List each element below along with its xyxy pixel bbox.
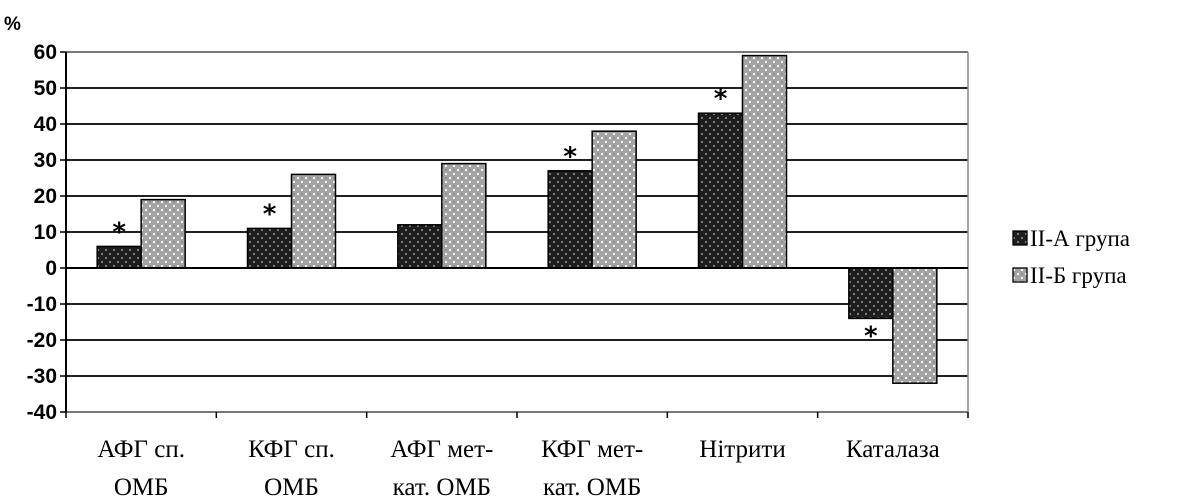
legend: ІІ-А група ІІ-Б група xyxy=(1012,226,1130,288)
y-axis-ticks: -40 -30 -20 -10 0 10 20 30 40 50 60 xyxy=(27,41,66,424)
y-tick-label: 30 xyxy=(34,149,57,172)
bar-series-a-5 xyxy=(848,267,894,320)
bar-series-b-3 xyxy=(591,130,637,269)
x-tick-label-line: кат. ОМБ xyxy=(393,474,491,500)
x-tick-label-line: кат. ОМБ xyxy=(543,474,641,500)
x-tick-label-line: ОМБ xyxy=(114,474,169,500)
x-tick-label-line: КФГ сп. xyxy=(248,436,335,463)
bar-series-b-4 xyxy=(741,54,788,269)
y-tick-label: 60 xyxy=(34,41,57,64)
significance-asterisk: * xyxy=(864,321,878,351)
bar-series-a-2 xyxy=(397,224,443,269)
x-tick-label-line: Каталаза xyxy=(846,436,940,463)
bar-series-b-1 xyxy=(290,173,337,269)
y-tick-label: 0 xyxy=(45,257,57,280)
y-tick-label: 20 xyxy=(34,185,57,208)
y-tick-label: -40 xyxy=(27,401,57,424)
y-tick-label: 10 xyxy=(34,221,57,244)
x-tick-label: Нітрити xyxy=(699,436,785,463)
significance-asterisk: * xyxy=(714,84,728,114)
legend-label-series-b: ІІ-Б група xyxy=(1030,263,1127,288)
x-tick-label: Каталаза xyxy=(846,436,940,463)
grid xyxy=(66,51,968,413)
bar-series-b-0 xyxy=(140,198,186,269)
bar-series-a-4 xyxy=(697,112,744,269)
x-tick-label: КФГ сп. ОМБ xyxy=(248,436,335,500)
y-tick-label: -10 xyxy=(27,293,57,316)
bar-series-b-5 xyxy=(892,267,938,384)
x-tick-label-line: АФГ сп. xyxy=(97,436,185,463)
x-tick-label: АФГ сп. ОМБ xyxy=(97,436,185,500)
x-tick-label-line: АФГ мет- xyxy=(390,436,493,463)
legend-swatch-series-a xyxy=(1012,230,1028,246)
legend-label-series-a: ІІ-А група xyxy=(1030,226,1130,251)
significance-asterisk: * xyxy=(112,217,126,247)
y-axis-label: % xyxy=(4,14,21,35)
legend-swatch-series-b xyxy=(1012,267,1028,283)
y-tick-label: 40 xyxy=(34,113,57,136)
x-tick-label-line: КФГ мет- xyxy=(541,436,643,463)
x-tick-label: АФГ мет-кат. ОМБ xyxy=(390,436,493,500)
bar-series-b-2 xyxy=(441,162,487,269)
y-tick-label: -20 xyxy=(27,329,57,352)
significance-asterisk: * xyxy=(263,199,277,229)
bar-series-a-0 xyxy=(96,245,142,269)
significance-asterisk: * xyxy=(563,142,577,172)
y-tick-label: 50 xyxy=(34,77,57,100)
bar-series-a-3 xyxy=(547,170,593,269)
bars xyxy=(96,54,938,384)
x-tick-label: КФГ мет-кат. ОМБ xyxy=(541,436,643,500)
significance-markers: * * * * * xyxy=(112,84,878,351)
x-tick-label-line: Нітрити xyxy=(699,436,785,463)
y-tick-label: -30 xyxy=(27,365,57,388)
x-tick-label-line: ОМБ xyxy=(264,474,319,500)
bar-series-a-1 xyxy=(246,227,293,269)
